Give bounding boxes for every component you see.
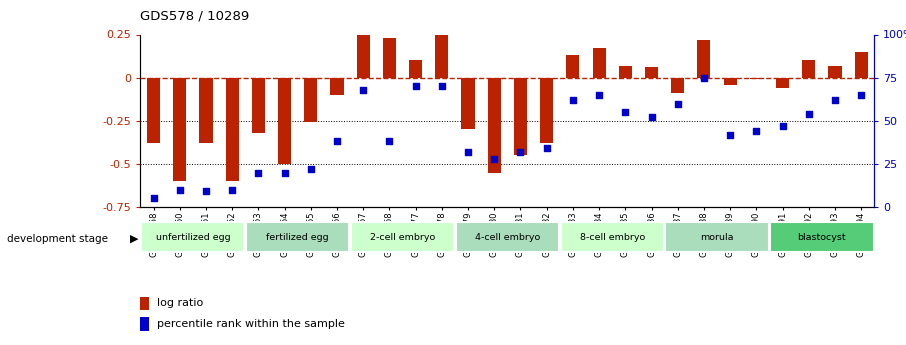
Point bbox=[539, 146, 554, 151]
Bar bbox=[331, 78, 343, 95]
Bar bbox=[357, 34, 370, 78]
Point bbox=[251, 170, 265, 175]
Bar bbox=[828, 66, 842, 78]
Text: 2-cell embryo: 2-cell embryo bbox=[370, 233, 435, 242]
Point bbox=[487, 156, 502, 161]
Text: 4-cell embryo: 4-cell embryo bbox=[475, 233, 540, 242]
Bar bbox=[566, 55, 580, 78]
Point bbox=[198, 189, 213, 194]
FancyBboxPatch shape bbox=[351, 223, 454, 252]
Text: fertilized egg: fertilized egg bbox=[266, 233, 329, 242]
Point bbox=[277, 170, 292, 175]
Bar bbox=[645, 67, 658, 78]
Point bbox=[618, 109, 632, 115]
Bar bbox=[410, 60, 422, 78]
Point bbox=[592, 92, 606, 98]
FancyBboxPatch shape bbox=[246, 223, 350, 252]
Point bbox=[172, 187, 187, 193]
Bar bbox=[698, 40, 710, 78]
Point bbox=[225, 187, 239, 193]
Bar bbox=[854, 52, 868, 78]
Bar bbox=[750, 78, 763, 79]
FancyBboxPatch shape bbox=[141, 223, 245, 252]
Text: unfertilized egg: unfertilized egg bbox=[156, 233, 230, 242]
Bar bbox=[593, 48, 605, 78]
Text: GDS578 / 10289: GDS578 / 10289 bbox=[140, 9, 250, 22]
Point bbox=[828, 97, 843, 103]
Point bbox=[749, 128, 764, 134]
Bar bbox=[671, 78, 684, 93]
Point bbox=[697, 75, 711, 80]
Text: development stage: development stage bbox=[7, 234, 108, 244]
Point bbox=[776, 123, 790, 129]
Point bbox=[435, 83, 449, 89]
Text: 8-cell embryo: 8-cell embryo bbox=[580, 233, 645, 242]
Bar bbox=[226, 78, 238, 181]
Point bbox=[409, 83, 423, 89]
Point bbox=[304, 166, 318, 172]
FancyBboxPatch shape bbox=[665, 223, 768, 252]
Bar bbox=[540, 78, 554, 143]
Point bbox=[723, 132, 737, 137]
Text: log ratio: log ratio bbox=[157, 298, 203, 308]
Bar bbox=[514, 78, 527, 155]
Bar bbox=[252, 78, 265, 133]
Bar bbox=[278, 78, 291, 164]
Bar bbox=[140, 297, 149, 310]
FancyBboxPatch shape bbox=[770, 223, 873, 252]
FancyBboxPatch shape bbox=[561, 223, 664, 252]
Bar bbox=[619, 66, 631, 78]
Bar bbox=[776, 78, 789, 88]
Point bbox=[356, 87, 371, 92]
Point bbox=[330, 139, 344, 144]
Text: blastocyst: blastocyst bbox=[797, 233, 846, 242]
Bar bbox=[435, 34, 448, 78]
Text: percentile rank within the sample: percentile rank within the sample bbox=[157, 319, 344, 329]
Bar bbox=[461, 78, 475, 129]
Bar bbox=[487, 78, 501, 172]
Bar bbox=[199, 78, 213, 143]
Point bbox=[382, 139, 397, 144]
Point bbox=[565, 97, 580, 103]
Bar bbox=[173, 78, 187, 181]
FancyBboxPatch shape bbox=[456, 223, 559, 252]
Point bbox=[461, 149, 476, 155]
Text: morula: morula bbox=[700, 233, 734, 242]
Bar bbox=[802, 60, 815, 78]
Point bbox=[670, 101, 685, 106]
Bar bbox=[724, 78, 737, 85]
Point bbox=[513, 149, 527, 155]
Point bbox=[644, 115, 659, 120]
Bar bbox=[304, 78, 317, 122]
Bar bbox=[383, 38, 396, 78]
Point bbox=[854, 92, 869, 98]
Bar bbox=[147, 78, 160, 143]
Text: ▶: ▶ bbox=[130, 234, 138, 244]
Point bbox=[146, 196, 160, 201]
Point bbox=[802, 111, 816, 117]
Bar bbox=[140, 317, 149, 331]
